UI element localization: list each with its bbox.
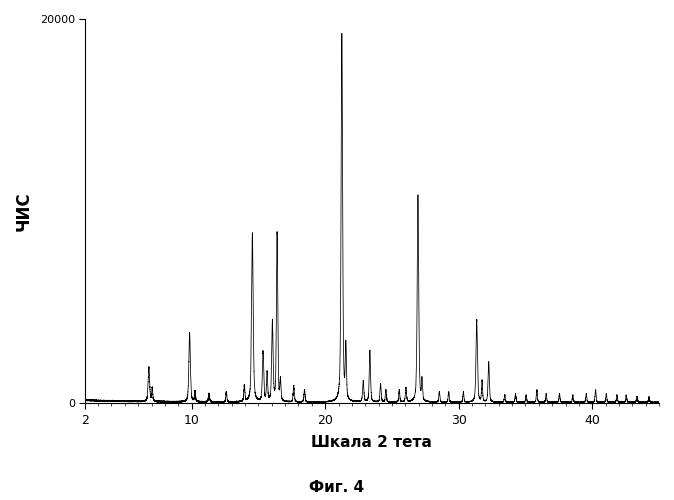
Y-axis label: ЧИС: ЧИС (15, 191, 33, 230)
Text: Фиг. 4: Фиг. 4 (309, 480, 365, 495)
X-axis label: Шкала 2 тета: Шкала 2 тета (311, 435, 432, 450)
